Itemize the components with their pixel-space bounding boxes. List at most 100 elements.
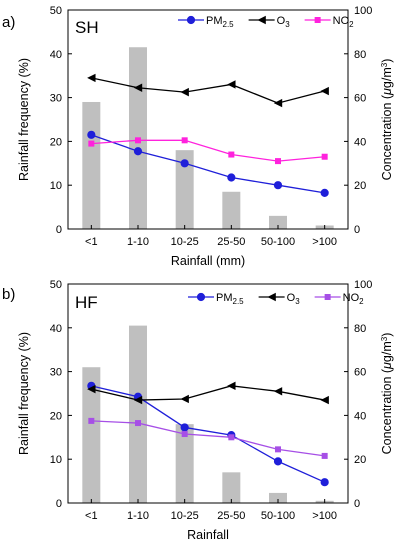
o3-legend-point-0	[257, 15, 266, 25]
right-tick-label-4: 80	[354, 49, 366, 61]
left-tick-label-3: 30	[50, 93, 62, 105]
pm25-legend-label: PM2.5	[216, 292, 244, 306]
no2-legend-label: NO2	[333, 15, 355, 29]
x-tick-label-1: 1-10	[127, 236, 149, 248]
bars	[82, 47, 334, 230]
no2-point-5	[321, 153, 328, 160]
left-tick-label-2: 20	[50, 410, 62, 422]
right-tick-label-5: 100	[354, 279, 372, 291]
right-axis-label: Concentration (μg/m3)	[380, 59, 395, 181]
frequency-bar-3	[222, 191, 241, 229]
x-tick-label-3: 25-50	[217, 510, 245, 522]
panel-a: a) SH PM2.5 O3 NO2 <1 1-10 10-25 25-50 50-100 >…	[2, 5, 394, 268]
no2-point-4	[275, 158, 281, 165]
no2-point-4	[275, 446, 281, 453]
pm25-legend-point-0	[186, 15, 196, 25]
frequency-bar-4	[269, 215, 287, 229]
left-tick-label-0: 0	[56, 224, 62, 236]
left-tick-label-3: 30	[50, 367, 62, 379]
no2-series-line	[91, 139, 325, 162]
bars	[82, 325, 334, 503]
pm25-point-2	[180, 423, 189, 432]
no2-point-0	[88, 417, 95, 424]
pm25-point-2	[180, 159, 189, 168]
o3-legend-point-0	[267, 292, 276, 302]
pm25-point-4	[273, 457, 283, 466]
left-tick-label-5: 50	[50, 279, 62, 291]
x-axis-label: Rainfall (mm)	[171, 254, 245, 268]
right-tick-label-3: 60	[354, 367, 366, 379]
frequency-bar-0	[82, 367, 101, 503]
plot-area: SH PM2.5 O3 NO2	[67, 9, 354, 230]
right-tick-label-1: 20	[354, 454, 366, 466]
pm25-legend-point-0	[196, 292, 206, 302]
right-tick-labels: 0 20 40 60 80 100	[354, 279, 372, 510]
left-tick-label-5: 50	[50, 5, 62, 17]
right-tick-label-1: 20	[354, 180, 366, 192]
x-tick-label-0: <1	[85, 236, 98, 248]
x-tick-label-0: <1	[85, 510, 98, 522]
frequency-bar-2	[175, 150, 194, 229]
x-tick-label-5: >100	[312, 236, 337, 248]
no2-series-line	[91, 420, 325, 457]
o3-point-3	[227, 381, 236, 391]
no2-legend-point-0	[314, 17, 321, 23]
plot-frame	[67, 9, 349, 230]
right-tick-label-2: 40	[354, 136, 366, 148]
plot-area: HF PM2.5 O3 NO2	[67, 283, 364, 504]
x-tick-label-4: 50-100	[261, 236, 295, 248]
frequency-bar-1	[129, 325, 147, 503]
o3-point-0	[87, 384, 96, 394]
left-axis-label: Rainfall frequency (%)	[17, 58, 31, 181]
x-tick-label-2: 10-25	[171, 236, 199, 248]
o3-point-1	[133, 83, 143, 92]
panel-b: b) HF PM2.5 O3 NO2 <1 1-10 10-25 25-50 50-100 >…	[2, 279, 394, 542]
right-tick-label-3: 60	[354, 93, 366, 105]
o3-legend-label: O3	[287, 292, 301, 306]
o3-point-2	[180, 87, 189, 97]
o3-point-4	[273, 387, 283, 396]
left-tick-labels: 0 10 20 30 40 50	[50, 279, 62, 510]
frequency-bar-3	[222, 472, 241, 503]
lines	[87, 73, 329, 197]
panel-label: a)	[2, 14, 15, 31]
pm25-point-5	[320, 478, 329, 487]
no2-point-5	[321, 452, 328, 459]
no2-point-2	[181, 137, 188, 144]
no2-point-1	[135, 137, 141, 144]
right-tick-label-0: 0	[354, 498, 360, 510]
no2-point-2	[181, 431, 188, 438]
left-tick-label-0: 0	[56, 498, 62, 510]
x-tick-labels: <1 1-10 10-25 25-50 50-100 >100	[85, 236, 337, 248]
right-axis-label: Concentration (μg/m3)	[380, 333, 395, 455]
left-tick-label-1: 10	[50, 180, 62, 192]
ticks	[68, 9, 348, 230]
site-label: HF	[75, 293, 98, 312]
site-label: SH	[75, 18, 99, 37]
right-tick-label-0: 0	[354, 224, 360, 236]
legend: PM2.5 O3 NO2	[188, 292, 364, 306]
o3-point-4	[273, 98, 283, 108]
x-tick-labels: <1 1-10 10-25 25-50 50-100 >100	[85, 510, 337, 522]
right-tick-label-2: 40	[354, 410, 366, 422]
legend: PM2.5 O3 NO2	[178, 15, 354, 29]
pm25-point-1	[133, 147, 143, 156]
o3-point-3	[227, 80, 236, 89]
o3-point-1	[133, 395, 143, 405]
left-tick-label-4: 40	[50, 323, 62, 335]
lines	[87, 381, 329, 487]
frequency-bar-0	[82, 101, 101, 229]
frequency-bar-4	[269, 492, 287, 503]
pm25-point-0	[87, 130, 96, 139]
x-tick-label-2: 10-25	[171, 510, 199, 522]
right-tick-labels: 0 20 40 60 80 100	[354, 5, 372, 236]
panel-label: b)	[2, 286, 15, 303]
o3-series-line	[91, 385, 325, 401]
pm25-point-5	[320, 188, 329, 197]
x-tick-label-1: 1-10	[127, 510, 149, 522]
no2-point-1	[135, 420, 141, 427]
no2-legend-label: NO2	[343, 292, 365, 306]
o3-legend-label: O3	[277, 15, 291, 29]
o3-point-5	[320, 395, 329, 405]
x-tick-label-5: >100	[312, 510, 337, 522]
